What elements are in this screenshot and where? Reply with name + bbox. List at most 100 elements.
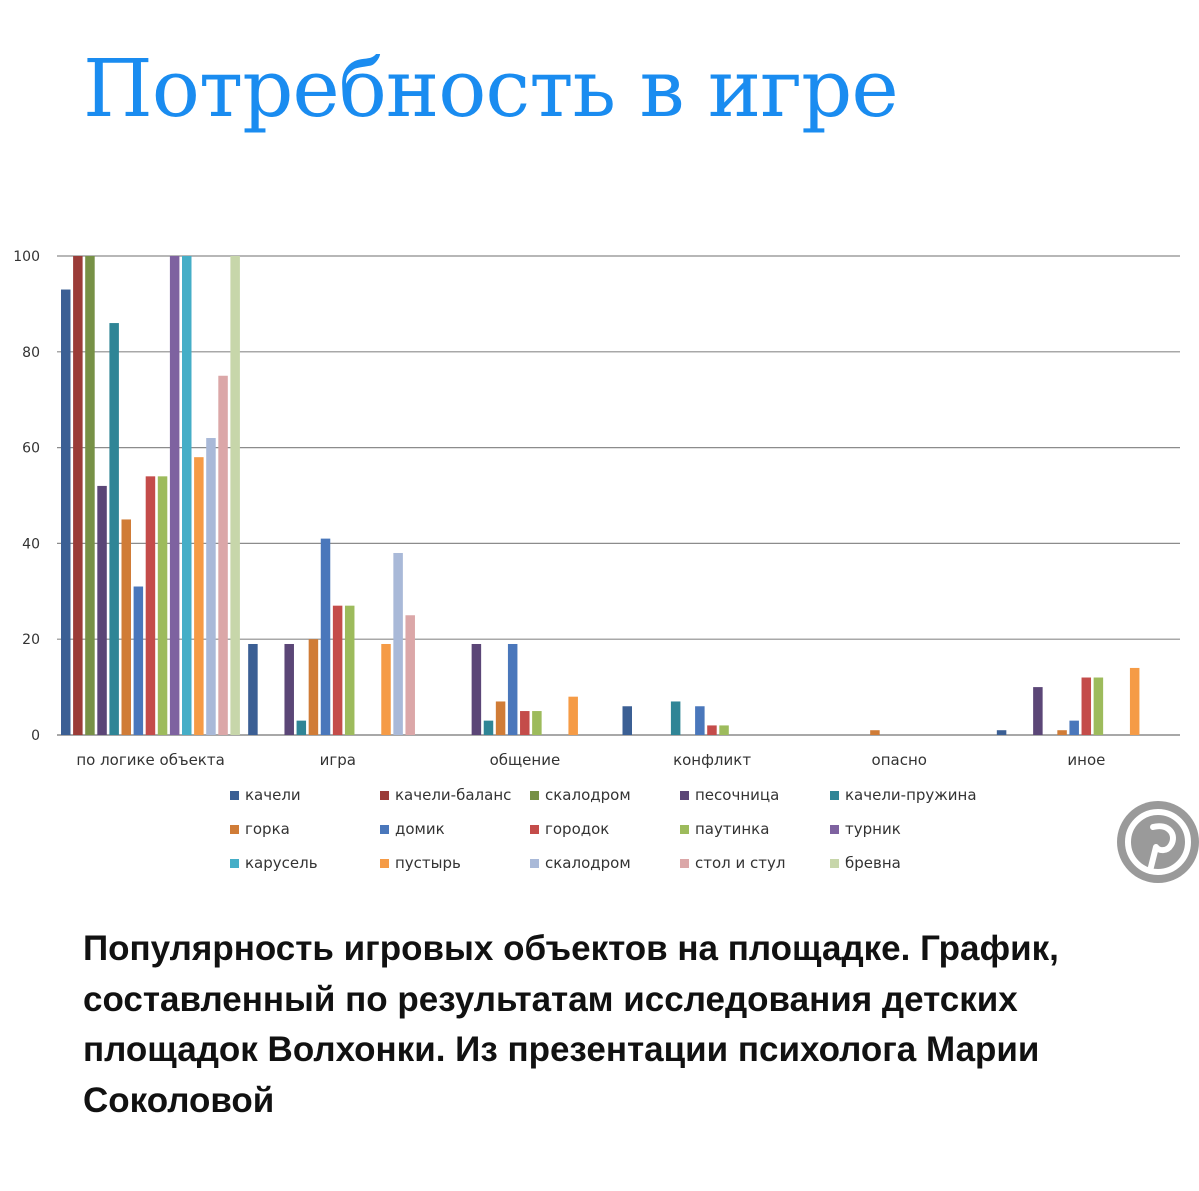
legend-label: городок [545,820,610,838]
bar [248,643,258,735]
bar [145,476,156,735]
bar [707,725,717,735]
legend-label: турник [845,820,901,838]
bar [495,701,506,735]
x-tick-label: иное [1067,751,1105,769]
bar [157,476,168,735]
legend-item: стол и стул [680,854,830,872]
legend-swatch [380,858,389,868]
legend-swatch [380,824,389,834]
legend-swatch [830,790,839,800]
bar [393,552,403,735]
legend-label: бревна [845,854,901,872]
bar [320,538,331,735]
legend-swatch [530,858,539,868]
legend-label: стол и стул [695,854,786,872]
legend-swatch [230,858,239,868]
legend-label: качели [245,786,301,804]
legend-swatch [380,790,389,800]
legend-swatch [230,790,239,800]
legend-label: домик [395,820,445,838]
bar [169,256,180,735]
bar [332,605,343,735]
bar [109,323,119,735]
y-tick-label: 100 [13,249,40,265]
bar-chart: 0 20 40 60 80 100 по логике объекта игра общение… [13,249,1180,769]
bar [230,256,240,735]
legend-swatch [230,824,239,834]
legend-swatch [680,824,689,834]
legend-swatch [830,858,839,868]
legend-item: паутинка [680,820,830,838]
bar [73,256,83,735]
legend-label: карусель [245,854,318,872]
bar [1081,677,1092,735]
y-tick-label: 80 [22,345,40,361]
bar [622,706,632,735]
legend-swatch [680,858,689,868]
legend-label: пустырь [395,854,461,872]
bar [1033,687,1043,735]
legend-item: домик [380,820,530,838]
y-tick-label: 60 [22,441,40,457]
legend-label: скалодром [545,854,631,872]
y-tick-label: 0 [31,728,40,744]
bar [568,696,578,735]
x-tick-label: по логике объекта [76,751,224,769]
bar [85,256,95,735]
legend-item: качели-пружина [830,786,980,804]
bar [61,289,71,735]
legend-item: турник [830,820,980,838]
bar [1093,677,1104,735]
legend-swatch [680,790,689,800]
legend-swatch [530,824,539,834]
legend-item: качели [230,786,380,804]
bar [296,720,307,735]
bar [284,643,294,735]
bar [471,643,482,735]
bar [483,720,494,735]
legend-item: горка [230,820,380,838]
bar [308,639,319,735]
bar [97,485,107,735]
pinterest-icon[interactable] [1117,801,1199,883]
bar [1057,730,1067,735]
legend-label: качели-пружина [845,786,977,804]
bar [344,605,355,735]
y-tick-label: 20 [22,632,40,648]
legend-label: песочница [695,786,780,804]
bar [870,730,880,735]
legend-item: скалодром [530,786,680,804]
x-tick-label: опасно [872,751,927,769]
slide-title: Потребность в игре [83,42,899,135]
x-tick-label: конфликт [673,751,751,769]
x-tick-label: общение [490,751,561,769]
y-tick-label: 40 [22,536,40,552]
bar [121,519,131,735]
bar [133,586,144,735]
legend-item: качели-баланс [380,786,530,804]
legend-label: скалодром [545,786,631,804]
bar [206,438,216,735]
legend-item: скалодром [530,854,680,872]
bar [670,701,681,735]
chart-legend: качели качели-баланс скалодром песочница кач… [230,786,990,872]
legend-label: качели-баланс [395,786,512,804]
bar [182,256,192,735]
bar [532,711,542,735]
bar [507,643,518,735]
bar [996,730,1007,735]
legend-swatch [530,790,539,800]
legend-item: пустырь [380,854,530,872]
bar [1129,667,1140,735]
legend-item: городок [530,820,680,838]
legend-swatch [830,824,839,834]
legend-item: карусель [230,854,380,872]
slide-caption: Популярность игровых объектов на площадк… [83,929,1059,1120]
bar [719,725,729,735]
legend-item: песочница [680,786,830,804]
legend-label: паутинка [695,820,770,838]
bar [405,615,415,735]
bar [1069,720,1079,735]
legend-label: горка [245,820,290,838]
